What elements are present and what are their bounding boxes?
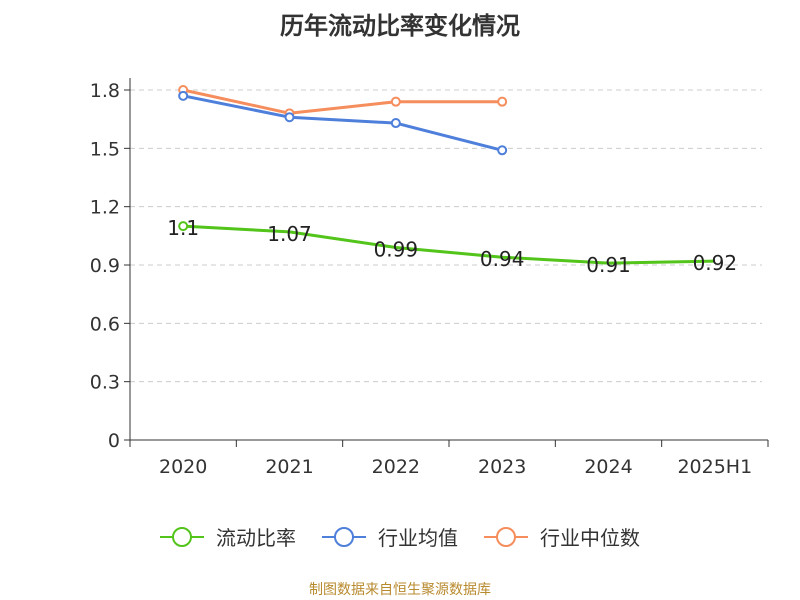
x-tick-label: 2025H1 [677, 456, 752, 478]
y-tick-label: 1.5 [90, 138, 120, 160]
legend-marker [334, 527, 354, 547]
legend-marker [496, 527, 516, 547]
data-label: 0.99 [374, 238, 419, 262]
y-tick-label: 1.8 [90, 80, 120, 102]
legend-label: 行业均值 [378, 526, 458, 550]
series-lines [178, 85, 715, 265]
data-point [497, 96, 508, 107]
legend-item-2[interactable]: 行业中位数 [484, 526, 640, 550]
y-tick-label: 1.2 [90, 197, 120, 219]
data-label: 1.1 [167, 216, 199, 240]
series-line-2 [182, 88, 503, 115]
legend-item-0[interactable]: 流动比率 [160, 526, 296, 550]
data-label: 0.94 [480, 247, 525, 271]
y-tick-label: 0.3 [90, 372, 120, 394]
data-point [284, 112, 295, 123]
y-tick-label: 0.9 [90, 255, 120, 277]
x-tick-label: 2024 [584, 456, 632, 478]
chart-title: 历年流动比率变化情况 [280, 12, 520, 40]
data-point [390, 96, 401, 107]
series-line-1 [182, 94, 503, 152]
data-point [178, 221, 189, 232]
axes: 0 0.3 0.6 0.9 1.2 1.5 1.8 2020 2021 2022 2023 2024 2… [90, 78, 769, 478]
y-tick-label: 0 [108, 430, 120, 452]
legend-item-1[interactable]: 行业均值 [322, 526, 458, 550]
series-line-0 [183, 224, 715, 265]
x-tick-label: 2021 [265, 456, 313, 478]
data-labels: 1.1 1.07 0.99 0.94 0.91 0.92 [167, 216, 737, 277]
data-label: 0.91 [586, 253, 631, 277]
data-point [497, 145, 508, 156]
legend: 流动比率 行业均值 行业中位数 [160, 526, 640, 550]
data-point [390, 118, 401, 129]
data-label: 0.92 [693, 251, 738, 275]
data-source-note: 制图数据来自恒生聚源数据库 [309, 582, 491, 598]
x-tick-label: 2020 [159, 456, 207, 478]
x-tick-label: 2023 [478, 456, 526, 478]
legend-marker [172, 527, 192, 547]
grid-lines [130, 89, 762, 383]
x-tick-label: 2022 [372, 456, 420, 478]
data-label: 1.07 [267, 222, 312, 246]
legend-label: 流动比率 [216, 526, 296, 550]
y-tick-label: 0.6 [90, 313, 120, 335]
data-point [178, 90, 189, 101]
legend-label: 行业中位数 [540, 526, 640, 550]
